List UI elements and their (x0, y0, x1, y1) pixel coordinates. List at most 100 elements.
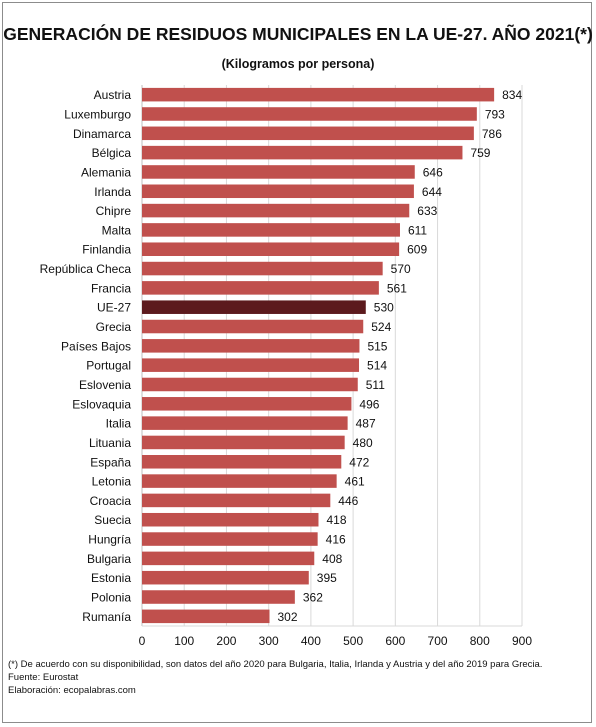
bar (142, 397, 352, 411)
data-label: 472 (349, 455, 369, 469)
category-label: Rumanía (82, 610, 131, 624)
data-label: 609 (407, 243, 427, 257)
bar (142, 145, 463, 160)
bar (142, 474, 337, 488)
data-label: 570 (391, 262, 411, 276)
data-label: 416 (326, 533, 346, 547)
x-tick-label: 500 (343, 634, 363, 648)
x-tick-label: 600 (385, 634, 405, 648)
footnote: (*) De acuerdo con su disponibilidad, so… (8, 659, 543, 670)
category-label: Francia (91, 281, 131, 295)
category-label: Malta (102, 223, 132, 237)
category-label: Hungría (88, 533, 131, 547)
credit-note: Elaboración: ecopalabras.com (8, 685, 136, 696)
category-label: Dinamarca (73, 127, 131, 141)
bar (142, 184, 414, 199)
bar (142, 242, 400, 256)
category-label: Letonia (92, 475, 132, 489)
data-label: 759 (470, 146, 490, 160)
category-label: Eslovaquia (72, 397, 131, 411)
bar (142, 300, 366, 314)
x-tick-label: 200 (216, 634, 236, 648)
chart-subtitle: (Kilogramos por persona) (221, 57, 375, 71)
bar (142, 358, 360, 372)
data-label: 786 (482, 127, 502, 141)
data-label: 408 (322, 552, 342, 566)
data-label: 511 (366, 378, 385, 392)
category-label: Irlanda (94, 185, 131, 199)
bar (142, 551, 315, 566)
data-label: 395 (317, 571, 337, 585)
data-label: 480 (353, 436, 373, 450)
chart-title: GENERACIÓN DE RESIDUOS MUNICIPALES EN LA… (3, 24, 593, 44)
data-label: 793 (485, 107, 505, 121)
bar (142, 532, 318, 546)
category-label: Bélgica (92, 146, 132, 160)
category-label: Portugal (86, 359, 131, 373)
bar (142, 223, 400, 237)
bar (142, 281, 379, 295)
data-label: 834 (502, 88, 522, 102)
x-tick-label: 300 (259, 634, 279, 648)
bar (142, 319, 364, 334)
bar (142, 570, 309, 585)
bar (142, 126, 474, 141)
category-label: Suecia (94, 513, 131, 527)
category-label: Grecia (96, 320, 132, 334)
data-label: 362 (303, 591, 323, 605)
bar (142, 416, 348, 430)
data-label: 302 (278, 610, 298, 624)
bar (142, 261, 383, 276)
bar (142, 377, 358, 392)
data-label: 644 (422, 185, 442, 199)
category-label: Luxemburgo (64, 107, 131, 121)
data-label: 524 (371, 320, 391, 334)
category-label: Croacia (90, 494, 132, 508)
category-label: Chipre (96, 204, 132, 218)
data-label: 611 (408, 223, 427, 237)
bar (142, 455, 342, 469)
data-label: 633 (417, 204, 437, 218)
category-label: Austria (94, 88, 132, 102)
data-label: 514 (367, 359, 387, 373)
data-label: 418 (326, 513, 346, 527)
bar (142, 590, 295, 604)
data-label: 515 (367, 339, 387, 353)
data-label: 496 (359, 397, 379, 411)
bar (142, 493, 331, 508)
x-tick-label: 400 (301, 634, 321, 648)
data-label: 487 (356, 417, 376, 431)
category-label: España (90, 455, 131, 469)
category-label: Finlandia (82, 243, 131, 257)
category-label: Bulgaria (87, 552, 131, 566)
x-tick-label: 100 (174, 634, 194, 648)
category-label: República Checa (40, 262, 132, 276)
category-label: Alemania (81, 165, 131, 179)
chart-notes: (*) De acuerdo con su disponibilidad, so… (8, 658, 578, 697)
category-label: UE-27 (97, 301, 131, 315)
category-label: Eslovenia (79, 378, 131, 392)
category-label: Lituania (89, 436, 131, 450)
data-label: 561 (387, 281, 407, 295)
bar (142, 107, 477, 121)
bar (142, 339, 360, 353)
category-label: Polonia (91, 591, 131, 605)
x-tick-label: 800 (470, 634, 490, 648)
source-note: Fuente: Eurostat (8, 672, 79, 683)
data-label: 646 (423, 165, 443, 179)
category-label: Estonia (91, 571, 131, 585)
bar (142, 609, 270, 624)
bar (142, 512, 319, 527)
data-label: 446 (338, 494, 358, 508)
category-label: Países Bajos (61, 339, 131, 353)
data-label: 530 (374, 301, 394, 315)
category-label: Italia (106, 417, 132, 431)
x-tick-label: 900 (512, 634, 532, 648)
bar (142, 165, 415, 179)
data-label: 461 (345, 475, 365, 489)
bar (142, 203, 410, 218)
x-tick-label: 700 (428, 634, 448, 648)
bar (142, 435, 345, 450)
x-tick-label: 0 (139, 634, 146, 648)
